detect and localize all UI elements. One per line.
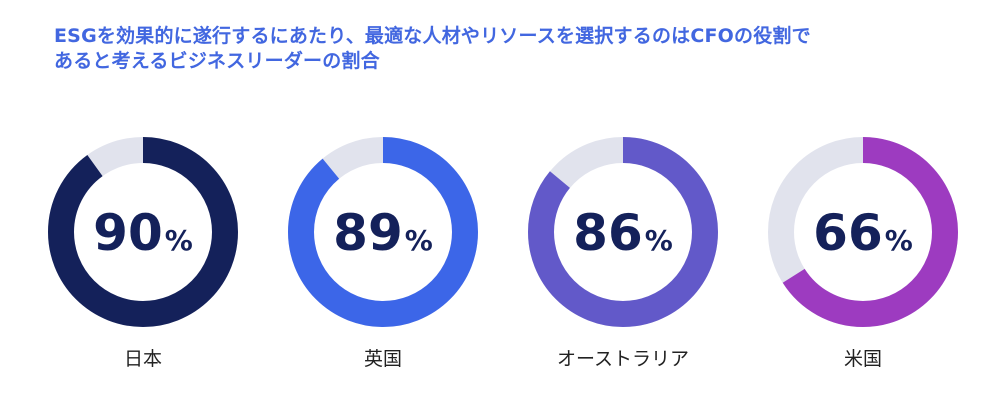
donut-4: 66% 米国 [768,137,958,370]
value-label: 89% [333,204,433,262]
donut-3: 86% オーストラリア [528,137,718,370]
donut-1: 90% 日本 [48,137,238,370]
chart-title: ESGを効果的に遂行するにあたり、最適な人材やリソースを選択するのはCFOの役割… [54,24,934,74]
value-unit: % [885,224,913,257]
value-label: 66% [813,204,913,262]
value-number: 89 [333,204,403,262]
donut-value-arc [48,137,238,327]
value-number: 86 [573,204,643,262]
donut-2: 89% 英国 [288,137,478,370]
value-unit: % [405,224,433,257]
chart-title-line-2: あると考えるビジネスリーダーの割合 [54,50,380,72]
donut-value-arc [528,137,718,327]
value-unit: % [165,224,193,257]
category-label: 英国 [364,348,402,370]
value-unit: % [645,224,673,257]
chart-title-line-1: ESGを効果的に遂行するにあたり、最適な人材やリソースを選択するのはCFOの役割… [54,25,811,47]
category-label: 日本 [124,348,162,370]
value-label: 90% [93,204,193,262]
donut-value-arc [768,137,958,327]
value-number: 66 [813,204,883,262]
category-label: オーストラリア [557,348,689,370]
value-number: 90 [93,204,163,262]
value-label: 86% [573,204,673,262]
category-label: 米国 [844,348,882,370]
donut-value-arc [288,137,478,327]
